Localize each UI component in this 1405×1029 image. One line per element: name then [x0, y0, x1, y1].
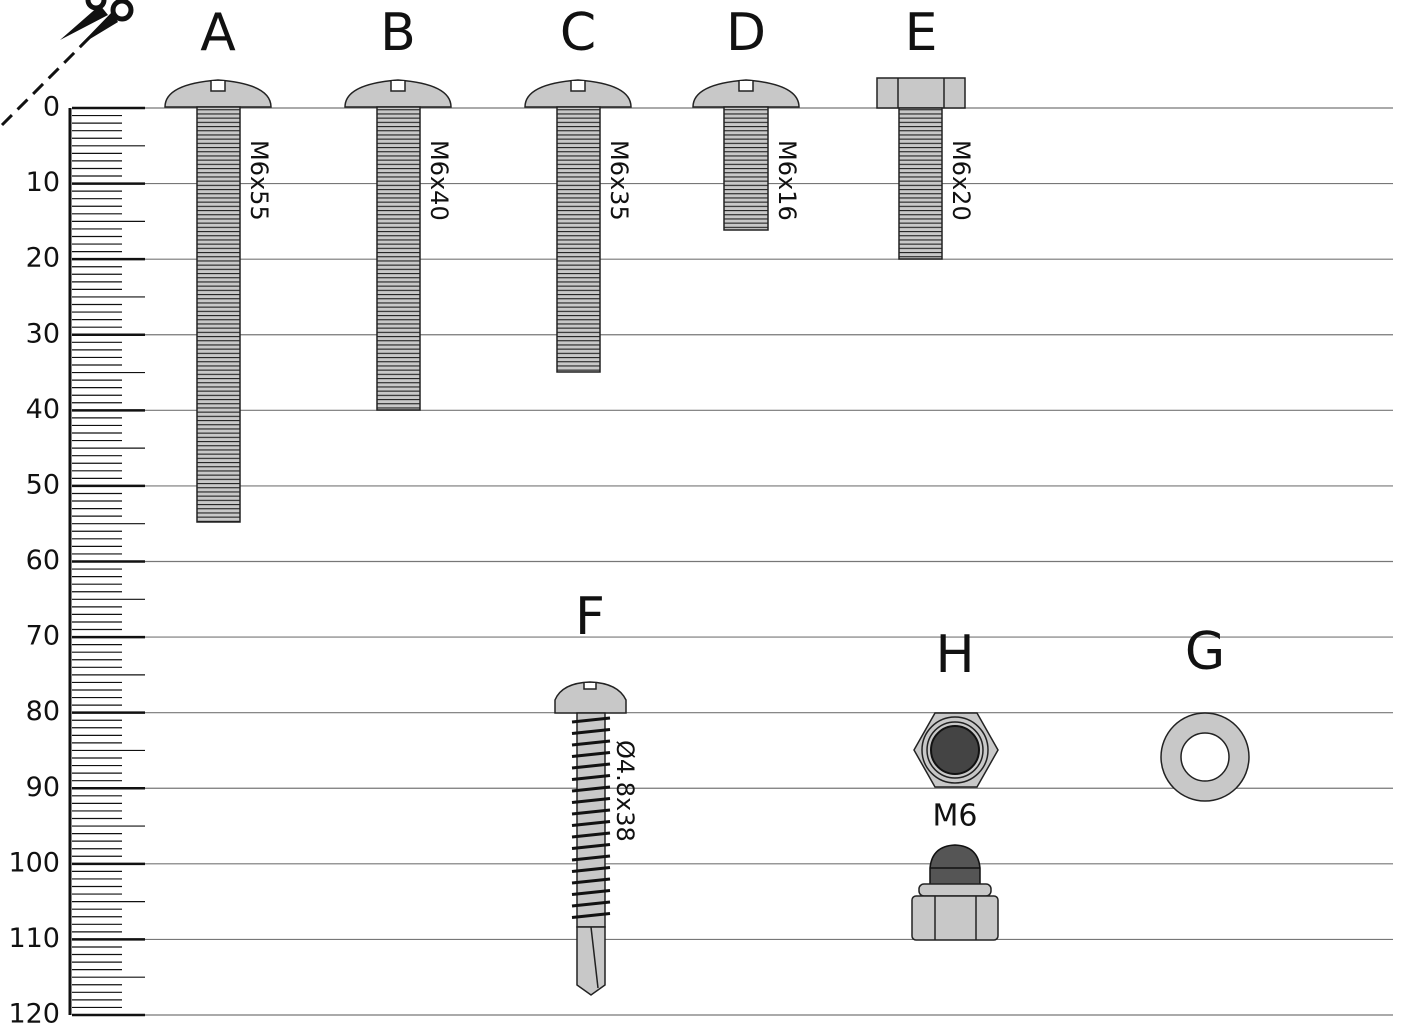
- thread: [571, 912, 611, 919]
- part-letter: B: [380, 3, 416, 63]
- drill-tip: [576, 926, 606, 996]
- screw-head: [554, 681, 627, 714]
- slot: [390, 81, 406, 92]
- ruler-label: 100: [8, 847, 60, 878]
- thread: [571, 785, 611, 793]
- cap-hex: [911, 895, 999, 941]
- size-label: M6: [933, 799, 978, 834]
- thread: [571, 820, 611, 827]
- thread: [571, 866, 611, 873]
- thread: [571, 739, 611, 747]
- thread: [571, 843, 611, 850]
- part-letter: H: [935, 625, 974, 685]
- size-label: M6x16: [773, 140, 801, 221]
- screw-head: [692, 79, 800, 108]
- washer-hole: [1180, 732, 1230, 782]
- part-letter: E: [905, 3, 938, 63]
- thread: [571, 808, 611, 816]
- size-label: Ø4.8x38: [611, 740, 639, 842]
- cap-washer: [918, 883, 992, 897]
- part-letter: D: [726, 3, 766, 63]
- cap-dome: [929, 844, 981, 886]
- thread: [571, 716, 611, 724]
- ruler-label: 30: [26, 318, 60, 349]
- part-letter: F: [575, 587, 605, 647]
- thread: [571, 797, 611, 804]
- thread: [571, 889, 611, 896]
- scissors: [0, 0, 134, 127]
- thread: [571, 728, 611, 735]
- thread: [571, 854, 611, 862]
- size-label: M6x35: [605, 140, 633, 221]
- size-label: M6x40: [425, 140, 453, 221]
- screw-head: [164, 79, 272, 108]
- hex-facets: [934, 896, 977, 940]
- slot: [738, 81, 754, 92]
- screw-head: [344, 79, 452, 108]
- ruler-label: 60: [26, 545, 60, 576]
- threaded-shank: [898, 107, 943, 260]
- threaded-shank: [723, 106, 769, 231]
- hex-facets: [897, 78, 945, 108]
- part-letter: G: [1185, 622, 1225, 682]
- part-letter: C: [560, 3, 596, 63]
- slot: [210, 81, 226, 92]
- slot: [583, 683, 597, 690]
- ruler-label: 10: [26, 167, 60, 198]
- screw-head: [524, 79, 632, 108]
- part-letter: A: [200, 3, 236, 63]
- ruler-label: 20: [26, 243, 60, 274]
- threaded-shank: [196, 106, 241, 523]
- ruler-label: 40: [26, 394, 60, 425]
- thread: [571, 877, 611, 885]
- thread: [571, 831, 611, 839]
- size-label: M6x55: [245, 140, 273, 221]
- thread: [571, 774, 611, 781]
- ruler-label: 120: [8, 999, 60, 1029]
- nut-ring: [926, 721, 984, 779]
- thread: [571, 751, 611, 758]
- thread: [571, 900, 611, 908]
- hex-head: [876, 77, 966, 109]
- ruler-label: 0: [43, 92, 60, 123]
- slot: [570, 81, 586, 92]
- thread: [571, 762, 611, 770]
- ruler-label: 70: [26, 621, 60, 652]
- ruler-label: 90: [26, 772, 60, 803]
- threaded-shank: [556, 106, 601, 373]
- size-label: M6x20: [947, 140, 975, 221]
- ruler-label: 80: [26, 696, 60, 727]
- nut-hole: [930, 725, 980, 775]
- ruler-label: 50: [26, 469, 60, 500]
- ruler-label: 110: [8, 923, 60, 954]
- threaded-shank: [376, 106, 421, 411]
